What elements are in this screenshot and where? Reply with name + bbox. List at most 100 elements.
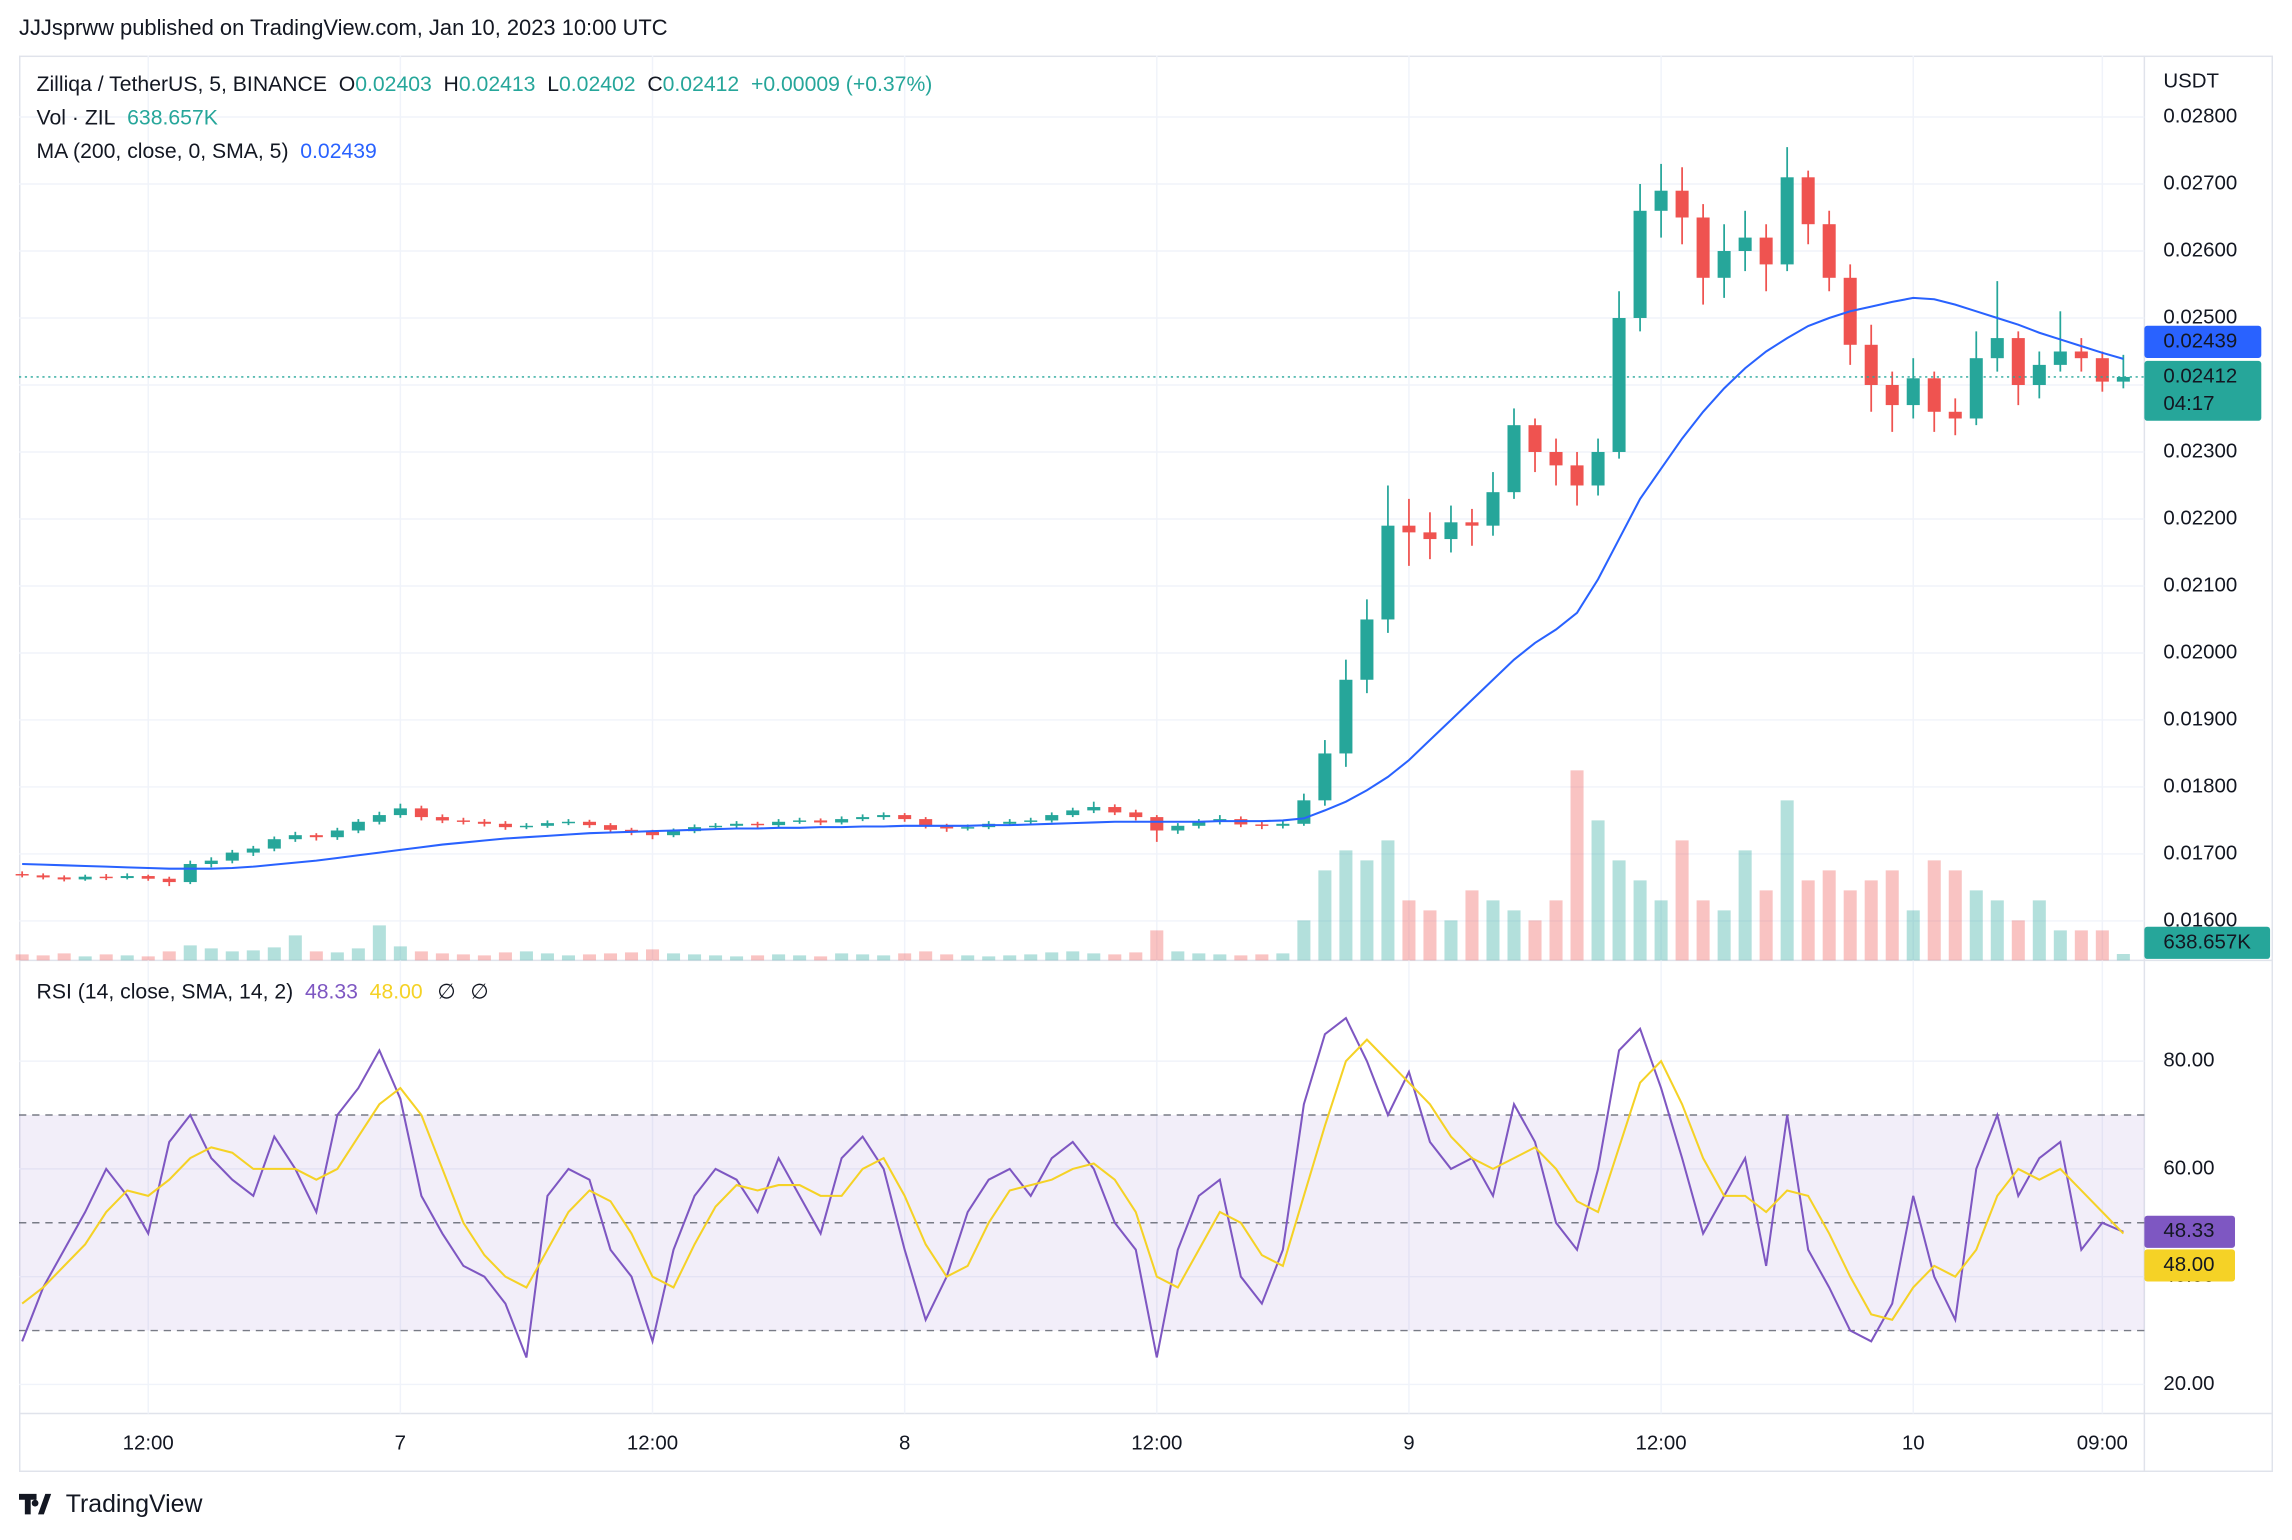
candle-body (99, 876, 113, 879)
volume-bar (1612, 860, 1626, 961)
y-tick-label: 0.01800 (2163, 774, 2237, 797)
volume-label: 638.657K (2163, 930, 2251, 953)
volume-bar (1339, 850, 1353, 961)
rsi-box (2144, 1215, 2235, 1248)
volume-bar (1213, 954, 1227, 961)
candle-body (330, 830, 344, 838)
volume-bar (1360, 860, 1374, 961)
volume-bar (288, 935, 302, 961)
candle-body (1171, 825, 1185, 831)
candle-body (519, 825, 533, 828)
volume-bar (2074, 930, 2088, 961)
volume-label: Vol · ZIL (37, 106, 116, 129)
high-label: H (444, 72, 459, 95)
candle-body (603, 825, 618, 830)
volume-bar (814, 956, 828, 961)
candle-body (1612, 317, 1626, 452)
volume-bar (730, 956, 744, 961)
candle-body (2032, 364, 2046, 385)
axis-labels: 12:00 7 12:00 8 12:00 9 12:00 10 09:00 0.01600 0.0… (123, 104, 2271, 1455)
volume-bar (2053, 930, 2067, 961)
volume-bar (15, 954, 29, 961)
volume-bar (1192, 953, 1206, 961)
x-tick-label: 12:00 (123, 1432, 174, 1455)
candle-body (225, 852, 239, 861)
y-tick-label: 0.02500 (2163, 305, 2237, 328)
candle-body (1654, 190, 1668, 211)
open-label: O (339, 72, 355, 95)
volume-bar (2116, 954, 2130, 961)
currency: USDT (2163, 69, 2219, 92)
volume-bar (1906, 910, 1920, 961)
volume-bar (1381, 840, 1395, 961)
candle-body (1486, 492, 1500, 526)
volume-bar (1318, 870, 1332, 961)
candle-body (1528, 425, 1542, 452)
volume-bar (1822, 870, 1836, 961)
candle-body (2053, 351, 2067, 365)
volume-bar (919, 951, 933, 961)
countdown: 04:17 (2163, 392, 2214, 415)
volume-bar (372, 925, 386, 961)
volume-bar (78, 956, 92, 961)
candle-body (1108, 807, 1122, 813)
volume-bar (1234, 955, 1248, 961)
candle-body (1927, 378, 1941, 412)
volume-bar (1402, 900, 1416, 961)
volume-bar (309, 951, 323, 961)
volume-bar (1171, 951, 1185, 961)
candle-body (393, 808, 407, 816)
candle-body (835, 819, 849, 823)
candle-body (961, 827, 975, 829)
volume-bar (540, 953, 554, 961)
volume-bar (1738, 850, 1752, 961)
volume-bar (646, 949, 660, 961)
x-tick-label: 12:00 (1635, 1432, 1686, 1455)
volume-bar (1024, 954, 1038, 961)
volume-bar (1633, 880, 1647, 961)
open: 0.02403 (355, 72, 432, 95)
change: +0.00009 (+0.37%) (751, 72, 932, 95)
volume-bar (1654, 900, 1668, 961)
y-tick-label: 0.01900 (2163, 707, 2237, 730)
candle-body (772, 821, 786, 826)
candle-body (36, 875, 50, 878)
volume-bar (793, 955, 807, 961)
x-tick-label: 09:00 (2077, 1432, 2128, 1455)
candle-body (1045, 815, 1059, 821)
candle-body (204, 860, 218, 864)
candle-body (1423, 532, 1437, 540)
rsi-line (21, 1016, 2124, 1358)
candle-body (288, 835, 302, 840)
x-tick-label: 10 (1902, 1432, 1925, 1455)
candle-body (351, 821, 365, 831)
volume-bar (435, 953, 449, 961)
volume-bar (141, 956, 155, 961)
y-tick-label: 80.00 (2163, 1049, 2214, 1072)
candle-body (1507, 425, 1521, 493)
candle-body (498, 823, 512, 828)
candle-body (162, 878, 176, 883)
volume-bar (1927, 860, 1941, 961)
candle-body (1717, 250, 1731, 278)
volume-bar (2032, 900, 2046, 961)
last-price-label: 0.02412 (2163, 364, 2237, 387)
marks (15, 147, 2145, 1358)
volume-bar (456, 954, 470, 961)
volume-bar (1717, 910, 1731, 961)
candle-body (2011, 338, 2025, 385)
volume-bar (1885, 870, 1899, 961)
candle-body (15, 874, 29, 876)
candle-body (582, 821, 596, 826)
logo (19, 1493, 52, 1515)
candle-body (730, 823, 744, 826)
volume-bar (1507, 910, 1521, 961)
candle-body (667, 831, 681, 836)
volume-bar (1486, 900, 1500, 961)
volume-bar (667, 953, 681, 961)
y-tick-label: 0.02700 (2163, 171, 2237, 194)
volume-bar (1087, 953, 1101, 961)
volume-bar (624, 952, 639, 961)
volume-bar (57, 953, 71, 961)
volume-bar (961, 955, 975, 961)
